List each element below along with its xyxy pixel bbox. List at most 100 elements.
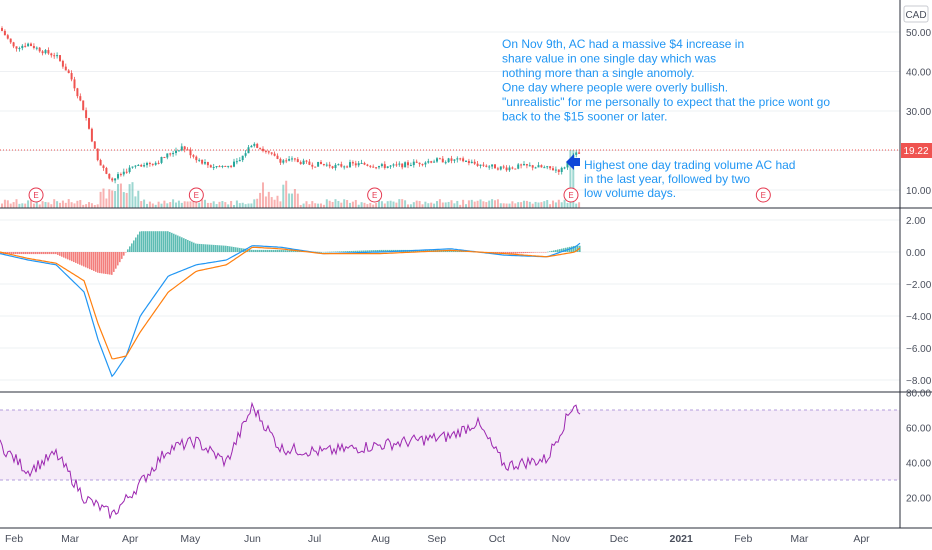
candle-body xyxy=(528,165,531,167)
macd-histogram-bar xyxy=(25,252,27,255)
candle-body xyxy=(430,161,433,163)
candle-body xyxy=(282,160,285,163)
macd-histogram-bar xyxy=(207,244,209,252)
earnings-marker-circle xyxy=(28,187,44,203)
macd-histogram-bar xyxy=(115,252,117,269)
candle-body xyxy=(256,143,259,148)
candle-body xyxy=(140,165,143,167)
volume-bar xyxy=(328,200,331,208)
macd-histogram-bar xyxy=(353,250,355,252)
earnings-marker-label: E xyxy=(568,191,573,200)
volume-bar xyxy=(528,201,531,208)
candle-body xyxy=(563,167,566,169)
volume-bar xyxy=(398,199,401,208)
macd-histogram-bar xyxy=(331,251,333,253)
currency-badge[interactable]: CAD xyxy=(903,5,929,23)
earnings-marker-label: E xyxy=(194,191,199,200)
volume-bar xyxy=(70,202,73,208)
macd-histogram-bar xyxy=(505,252,507,255)
volume-bar xyxy=(357,204,360,208)
volume-bar xyxy=(172,199,175,208)
time-tick-label: Mar xyxy=(61,533,80,545)
candle-body xyxy=(114,178,117,181)
macd-histogram-bar xyxy=(239,247,241,252)
candle-body xyxy=(134,165,137,167)
candle-body xyxy=(427,161,430,163)
time-axis[interactable]: Feb Mar Apr May Jun Jul Aug Sep Oct Nov Dec 2021 Feb… xyxy=(5,533,870,545)
macd-histogram-bar xyxy=(61,252,63,257)
macd-histogram-bar xyxy=(0,252,1,255)
volume-bar xyxy=(554,202,557,208)
volume-bar xyxy=(238,203,241,208)
annotation-nov9-price[interactable]: On Nov 9th, AC had a massive $4 increase… xyxy=(502,37,830,124)
candle-body xyxy=(511,167,514,169)
candle-body xyxy=(459,158,462,160)
volume-bar xyxy=(177,200,180,208)
annotation-volume[interactable]: Highest one day trading volume AC hadin … xyxy=(584,158,795,200)
candle-body xyxy=(128,167,131,173)
macd-histogram-bar xyxy=(385,249,387,252)
candle-body xyxy=(122,171,125,175)
volume-bar xyxy=(119,183,122,208)
volume-bar xyxy=(24,203,27,208)
macd-histogram-bar xyxy=(43,252,45,255)
candle-body xyxy=(557,169,560,172)
macd-histogram-bar xyxy=(65,252,67,259)
macd-histogram-bar xyxy=(319,251,321,253)
macd-histogram-bar xyxy=(11,252,13,255)
macd-histogram-bar xyxy=(49,252,51,255)
candle-body xyxy=(334,164,337,169)
volume-bar xyxy=(41,201,44,208)
volume-bar xyxy=(192,201,195,208)
candle-body xyxy=(482,164,485,166)
macd-histogram-bar xyxy=(269,249,271,252)
volume-bar xyxy=(288,193,291,208)
candle-body xyxy=(299,162,302,165)
candle-body xyxy=(82,100,85,111)
macd-histogram-bar xyxy=(367,250,369,252)
volume-bar xyxy=(430,202,433,208)
macd-histogram-bar xyxy=(159,231,161,252)
macd-histogram-bar xyxy=(219,245,221,252)
macd-histogram-bar xyxy=(361,250,363,252)
macd-histogram-bar xyxy=(253,249,255,252)
volume-bar xyxy=(32,203,35,208)
time-tick-label: Mar xyxy=(790,533,809,545)
candle-body xyxy=(447,158,450,163)
volume-bar xyxy=(64,202,67,208)
macd-histogram-bar xyxy=(107,252,109,275)
macd-histogram-bar xyxy=(139,231,141,252)
volume-bars xyxy=(1,150,581,208)
macd-histogram-bar xyxy=(87,252,89,269)
candle-body xyxy=(250,145,253,148)
right-axis[interactable]: 50.00 40.00 30.00 20.00 10.00 2.00 0.00 −2.00 −4… xyxy=(906,28,932,505)
macd-histogram-bar xyxy=(145,231,147,252)
volume-bar xyxy=(117,184,119,208)
volume-bar xyxy=(578,202,581,208)
volume-bar xyxy=(360,202,363,208)
macd-histogram-bar xyxy=(143,231,145,252)
macd-histogram-bar xyxy=(377,250,379,252)
macd-tick-label: −6.00 xyxy=(906,344,932,355)
macd-histogram-bar xyxy=(267,249,269,252)
volume-bar xyxy=(505,203,508,208)
volume-bar xyxy=(462,199,465,208)
candle-body xyxy=(67,70,70,74)
macd-histogram-bar xyxy=(333,251,335,253)
macd-histogram-bar xyxy=(249,249,251,252)
macd-histogram-bar xyxy=(255,249,257,252)
volume-bar xyxy=(331,201,334,208)
volume-bar xyxy=(552,200,554,208)
candle-body xyxy=(578,152,581,154)
candle-body xyxy=(50,53,53,56)
macd-histogram-bar xyxy=(193,242,195,252)
time-tick-label: Jun xyxy=(244,533,261,545)
macd-histogram-bar xyxy=(271,249,273,252)
volume-bar xyxy=(9,203,12,208)
macd-histogram-bar xyxy=(235,247,237,252)
macd-histogram-bar xyxy=(573,245,575,252)
volume-bar xyxy=(93,204,96,208)
candle-body xyxy=(537,165,540,168)
